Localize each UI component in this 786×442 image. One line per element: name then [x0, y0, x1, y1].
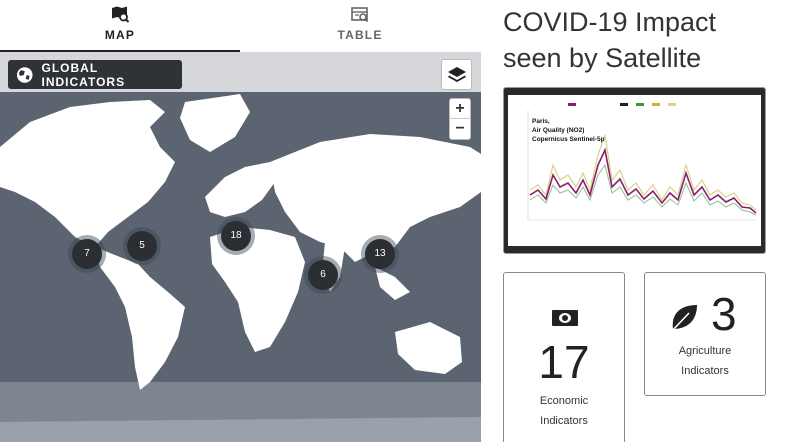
agriculture-count: 3: [711, 288, 737, 340]
tab-table-label: TABLE: [337, 28, 383, 42]
page-title: COVID-19 Impact seen by Satellite: [503, 7, 717, 73]
zoom-in-button[interactable]: +: [450, 99, 470, 119]
chart-thumbnail: Paris, Air Quality (NO2) Copernicus Sent…: [508, 95, 761, 246]
globe-icon: [16, 66, 33, 83]
chart-preview-card[interactable]: Paris, Air Quality (NO2) Copernicus Sent…: [503, 87, 766, 254]
agriculture-indicators-card[interactable]: 3 Agriculture Indicators: [644, 272, 766, 396]
map-cluster-marker[interactable]: 6: [308, 260, 338, 290]
world-map[interactable]: GLOBAL INDICATORS + − 7 5 18 6 13: [0, 52, 481, 442]
tab-table[interactable]: TABLE: [240, 0, 480, 52]
money-icon: [552, 310, 578, 326]
global-indicators-label: GLOBAL INDICATORS: [41, 60, 126, 89]
economic-count: 17: [538, 336, 590, 388]
zoom-control: + −: [449, 98, 471, 140]
layers-icon: [447, 66, 466, 82]
indicator-panel: COVID-19 Impact seen by Satellite: [481, 0, 786, 442]
economic-indicators-card[interactable]: 17 Economic Indicators: [503, 272, 625, 442]
layers-button[interactable]: [441, 59, 472, 90]
tab-map[interactable]: MAP: [0, 0, 240, 52]
agriculture-label-line: Agriculture: [678, 345, 732, 357]
agriculture-label: Agriculture Indicators: [645, 341, 765, 381]
table-search-icon: [351, 7, 369, 23]
economic-label-line: Indicators: [540, 415, 588, 427]
economic-label: Economic Indicators: [504, 391, 624, 431]
chart-caption-line: Paris,: [532, 118, 550, 125]
global-indicators-button[interactable]: GLOBAL INDICATORS: [8, 60, 182, 89]
map-cluster-marker[interactable]: 18: [221, 221, 251, 251]
chart-caption: Paris, Air Quality (NO2) Copernicus Sent…: [532, 117, 605, 144]
agriculture-label-line: Indicators: [681, 365, 729, 377]
map-cluster-marker[interactable]: 5: [127, 231, 157, 261]
map-panel: MAP TABLE: [0, 0, 481, 442]
view-tabs: MAP TABLE: [0, 0, 481, 52]
chart-caption-line: Copernicus Sentinel-5p: [532, 136, 605, 143]
leaf-icon: [670, 305, 697, 333]
tab-map-label: MAP: [104, 28, 136, 42]
economic-label-line: Economic: [539, 395, 589, 407]
chart-caption-line: Air Quality (NO2): [532, 127, 585, 134]
air-quality-chart-image: [508, 95, 761, 246]
map-cluster-marker[interactable]: 13: [365, 239, 395, 269]
zoom-out-button[interactable]: −: [455, 120, 465, 137]
map-cluster-marker[interactable]: 7: [72, 239, 102, 269]
map-search-icon: [112, 6, 130, 23]
